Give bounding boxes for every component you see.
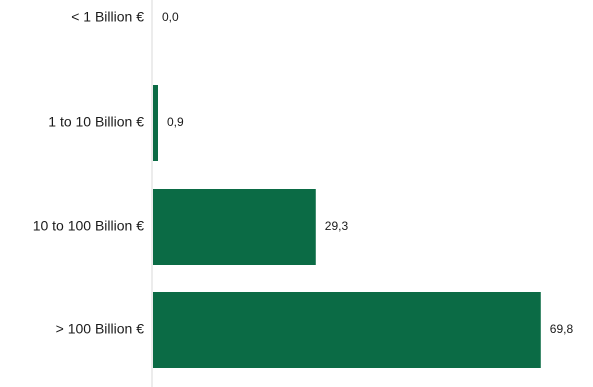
category-label-3: > 100 Billion € (56, 321, 145, 337)
bars-group (153, 85, 541, 368)
category-label-2: 10 to 100 Billion € (33, 218, 145, 234)
category-labels-group: < 1 Billion € 1 to 10 Billion € 10 to 100 … (33, 9, 145, 337)
value-label-3: 69,8 (550, 322, 574, 336)
value-label-1: 0,9 (167, 115, 184, 129)
bar-2 (153, 189, 316, 265)
value-label-0: 0,0 (162, 10, 179, 24)
bar-3 (153, 292, 541, 368)
value-labels-group: 0,0 0,9 29,3 69,8 (162, 10, 573, 336)
value-label-2: 29,3 (325, 219, 349, 233)
category-label-1: 1 to 10 Billion € (48, 114, 144, 130)
bar-1 (153, 85, 158, 161)
category-label-0: < 1 Billion € (71, 9, 144, 25)
